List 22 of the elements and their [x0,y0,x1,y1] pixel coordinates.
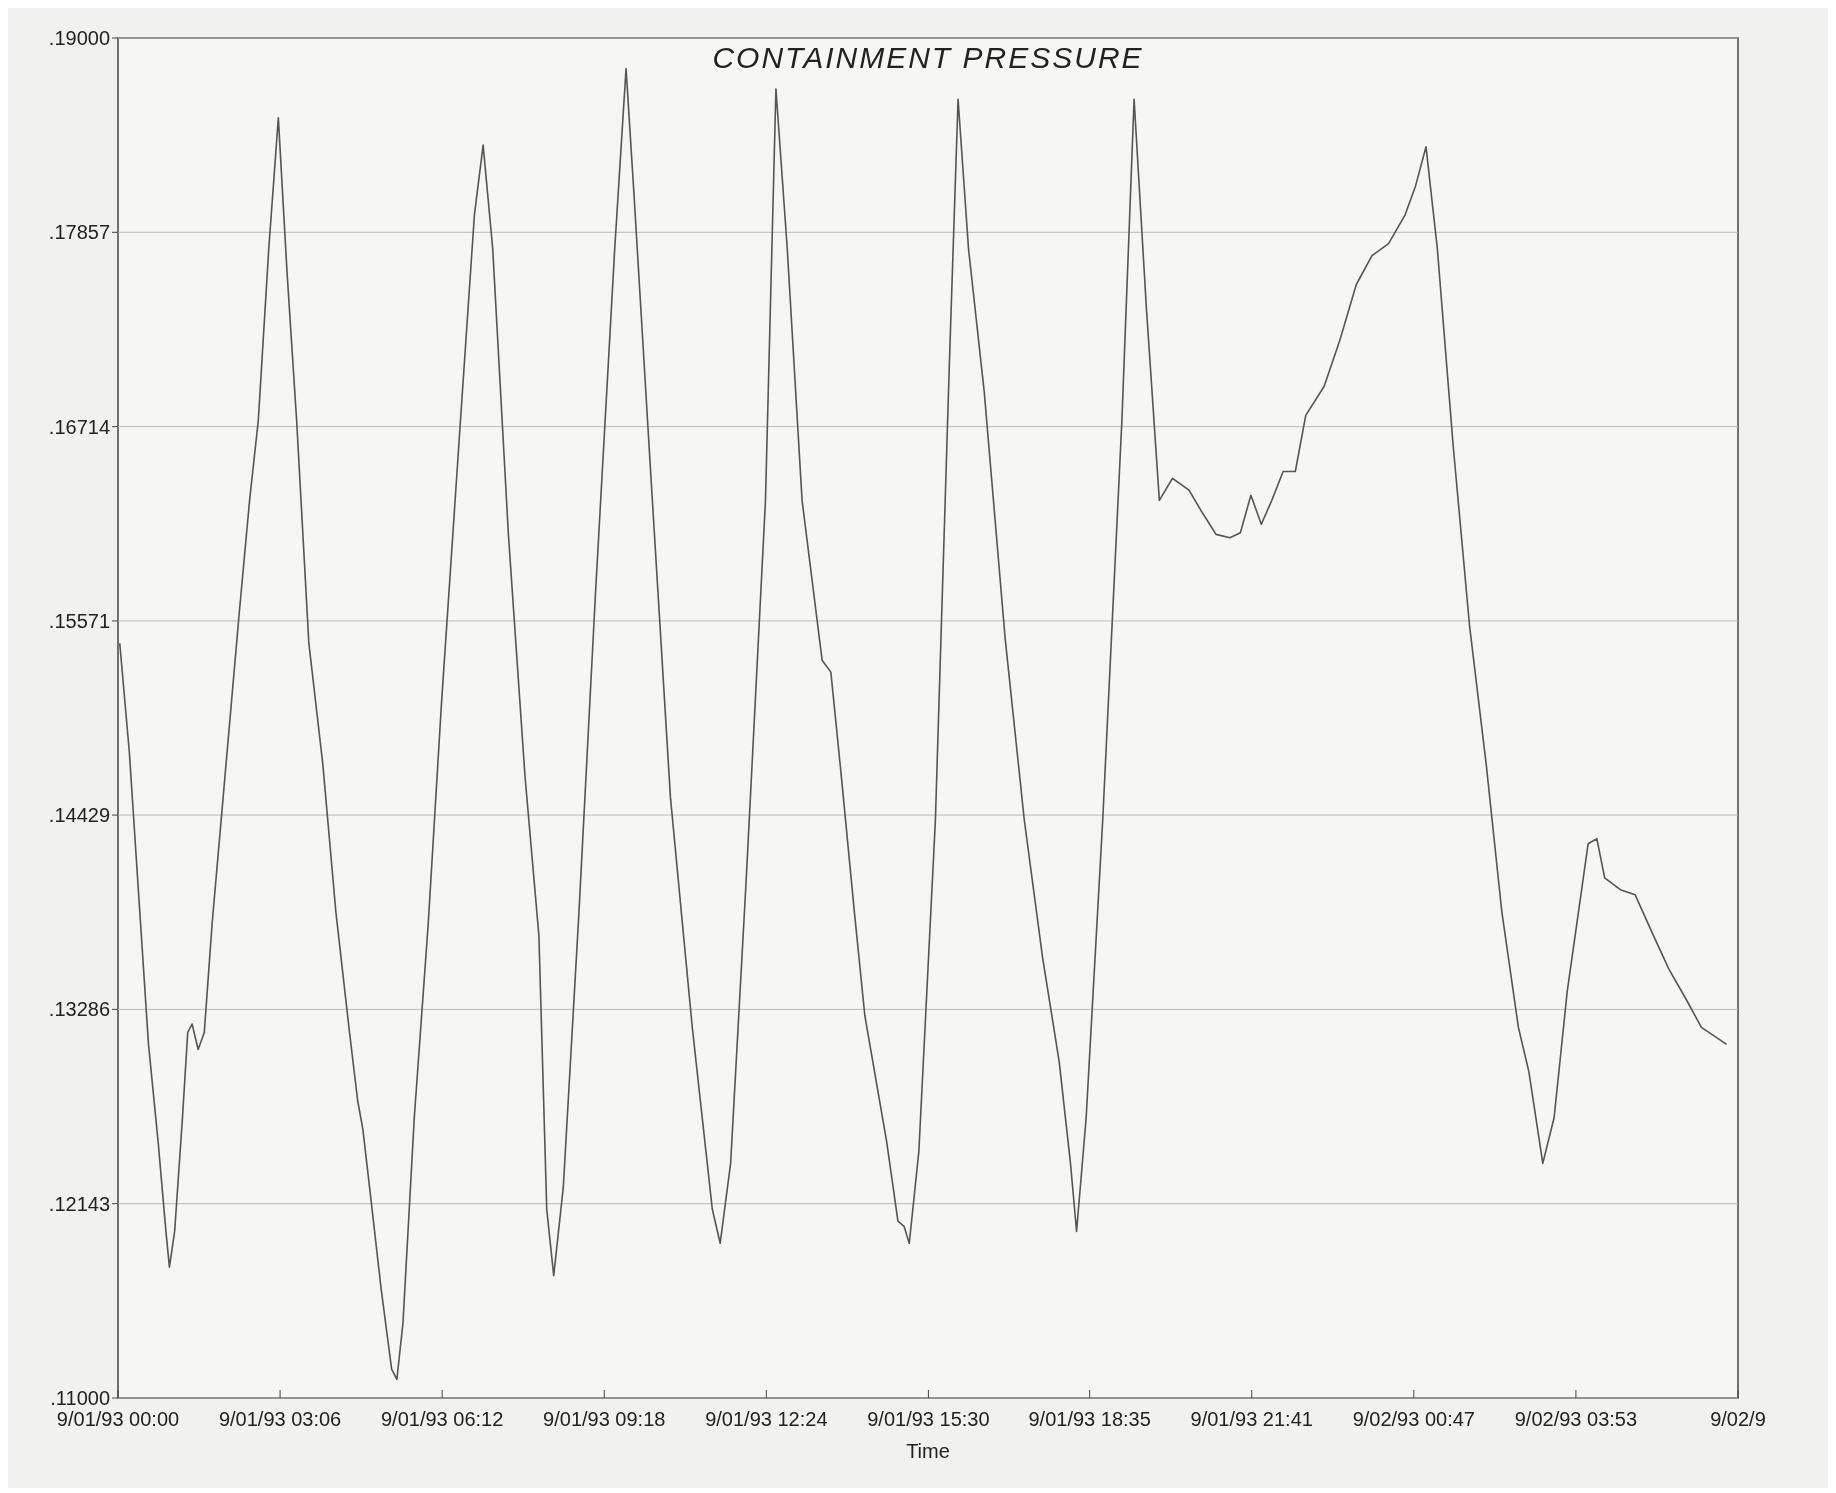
x-tick-label: 9/02/9 [1710,1408,1766,1430]
y-tick-label: .11000 [50,1387,110,1409]
x-tick-label: 9/01/93 09:18 [543,1408,666,1430]
y-tick-label: .14429 [48,804,110,827]
x-axis-title: Time [906,1440,950,1462]
x-tick-label: 9/01/93 06:12 [381,1408,504,1430]
x-tick-label: 9/02/93 03:53 [1514,1408,1638,1430]
y-tick-label: .16714 [48,415,110,438]
x-tick-label: 9/01/93 00:00 [56,1408,180,1430]
x-tick-label: 9/01/93 18:35 [1028,1408,1151,1430]
y-tick-label: .17857 [48,221,110,244]
x-tick-label: 9/01/93 03:06 [218,1408,342,1430]
chart-title: CONTAINMENT PRESSURE [712,41,1144,74]
y-tick-label: .12143 [48,1192,110,1215]
y-tick-label: .19000 [48,27,110,49]
line-series [118,67,1728,1381]
x-tick-label: 9/01/93 21:41 [1190,1408,1313,1430]
y-tick-label: .15571 [48,609,110,632]
x-tick-label: 9/01/93 15:30 [867,1408,990,1430]
y-tick-label: .13286 [48,998,110,1021]
x-tick-label: 9/01/93 12:24 [705,1408,828,1430]
x-tick-label: 9/02/93 00:47 [1352,1408,1475,1430]
